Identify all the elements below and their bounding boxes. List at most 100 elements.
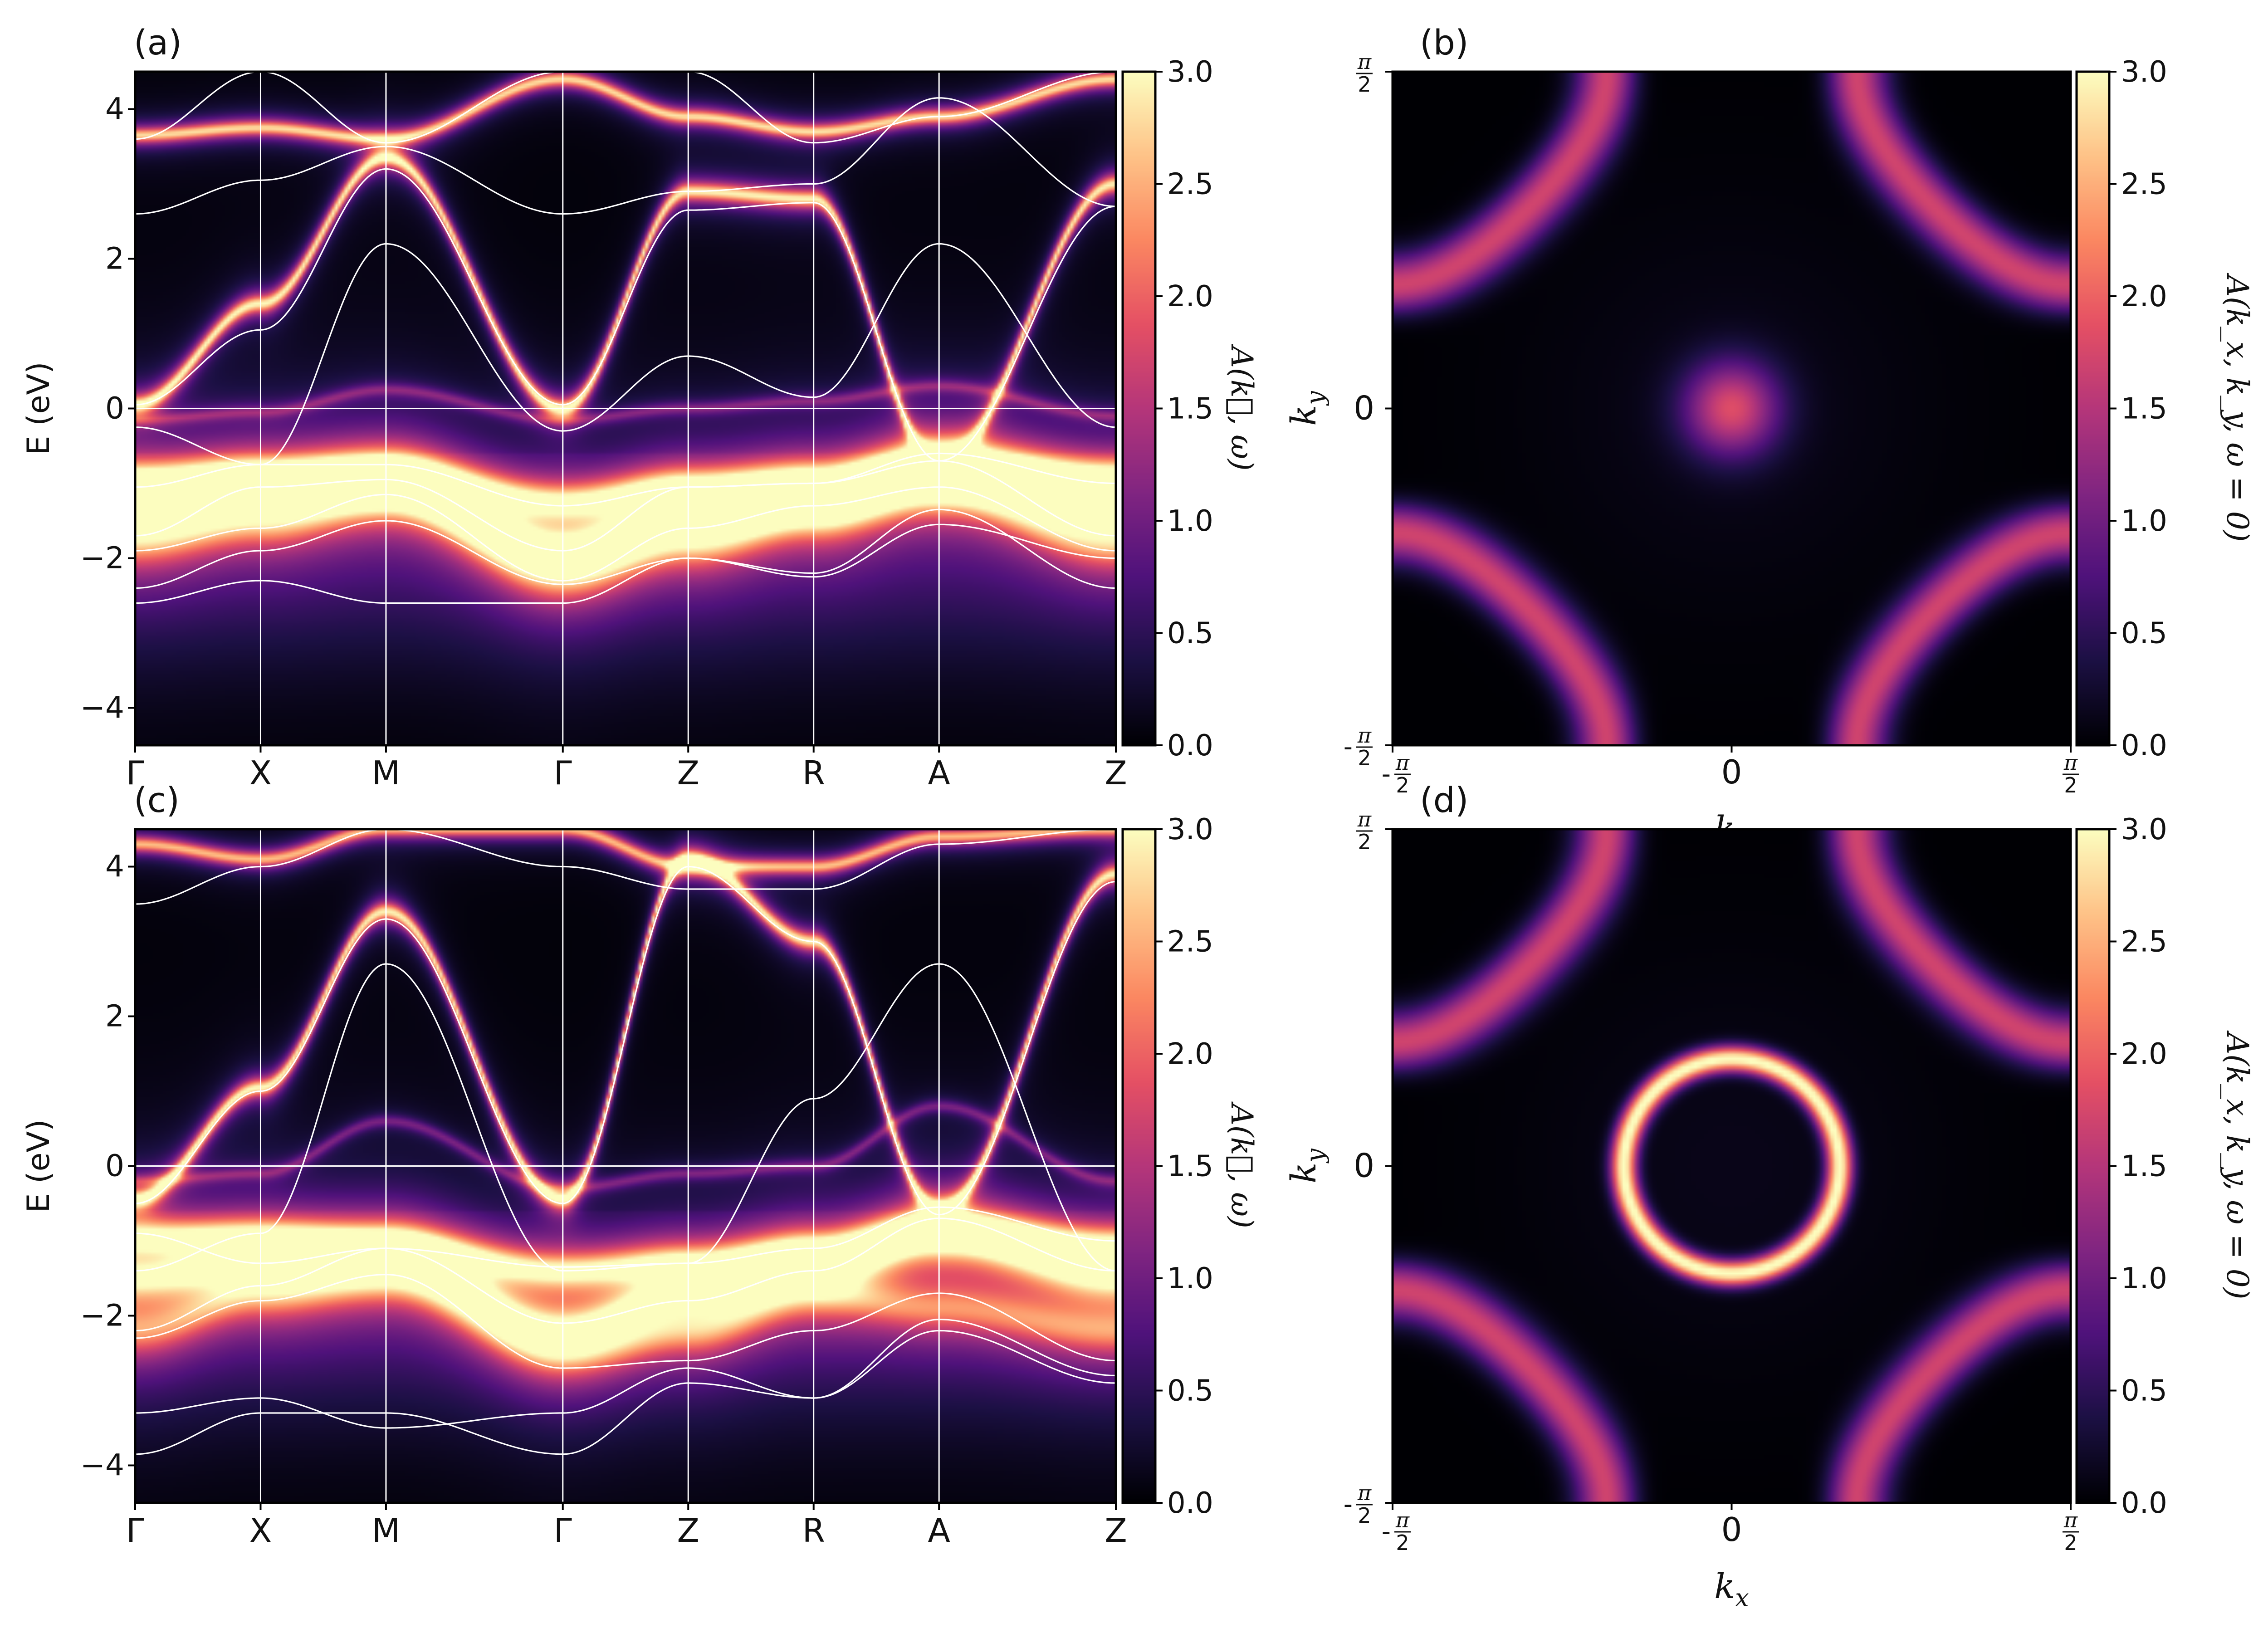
colorbar-tick-label: 2.5 <box>2121 168 2167 201</box>
k-point-label: A <box>928 1511 950 1550</box>
pi-tick-label: π2 <box>2063 750 2079 797</box>
colorbar-gradient <box>2077 829 2109 1503</box>
dft-band-line <box>135 963 1116 1272</box>
colorbar-tick-label: 0.5 <box>2121 617 2167 650</box>
colorbar-tick-label: 2.5 <box>1167 925 1213 959</box>
svg-text:0: 0 <box>1721 1511 1742 1549</box>
dft-band-line <box>135 168 1116 462</box>
y-tick-label: −4 <box>80 1448 124 1483</box>
k-point-label: A <box>928 754 950 792</box>
axis-label: ky <box>1283 1148 1330 1183</box>
dft-band-line <box>135 1319 1116 1429</box>
colorbar-label: A(k⃗, ω) <box>1224 343 1259 471</box>
k-point-label: X <box>249 754 272 792</box>
k-point-label: Γ <box>554 754 572 792</box>
colorbar-tick-label: 2.5 <box>2121 925 2167 959</box>
colorbar-tick-label: 3.0 <box>2121 813 2167 846</box>
k-point-label: Γ <box>126 1511 144 1550</box>
svg-text:2: 2 <box>1396 773 1409 797</box>
colorbar-tick-label: 0.0 <box>1167 1486 1213 1520</box>
dft-band-line <box>135 72 1116 144</box>
colorbar-gradient <box>1123 829 1155 1503</box>
pi-tick-label: - π2 <box>1344 1481 1373 1528</box>
pi-tick-label: - π2 <box>1382 750 1411 797</box>
k-point-label: R <box>802 1511 825 1550</box>
colorbar-tick-label: 2.0 <box>1167 1037 1213 1071</box>
pi-tick-label: 0 <box>1721 1511 1742 1549</box>
colorbar-tick-label: 0.0 <box>2121 729 2167 763</box>
fermi-surface-panel-b: -π20π2-π20π2kxky(b)0.00.51.01.52.02.53.0… <box>1283 22 2255 855</box>
svg-text:-: - <box>1344 732 1353 762</box>
y-tick-label: 2 <box>105 999 124 1034</box>
dft-band-line <box>135 1274 1116 1369</box>
colorbar-tick-label: 2.0 <box>2121 280 2167 313</box>
svg-text:2: 2 <box>1358 1503 1371 1528</box>
colorbar-tick-label: 2.0 <box>1167 280 1213 313</box>
y-axis-label: E (eV) <box>21 1120 57 1213</box>
pi-tick-label: 0 <box>1721 753 1742 791</box>
y-tick-label: −2 <box>80 1298 124 1333</box>
colorbar-label: A(k⃗, ω) <box>1224 1101 1259 1228</box>
dft-band-line <box>135 243 1116 465</box>
panel-label: (b) <box>1420 22 1469 63</box>
axis-label: kx <box>1714 1566 1749 1612</box>
colorbar-tick-label: 1.5 <box>2121 392 2167 426</box>
k-point-label: M <box>372 1511 400 1550</box>
svg-text:2: 2 <box>1358 72 1371 97</box>
colorbar-tick-label: 2.5 <box>1167 168 1213 201</box>
colorbar-tick-label: 1.0 <box>1167 1262 1213 1296</box>
k-point-label: M <box>372 754 400 792</box>
dft-band-line <box>135 452 1116 507</box>
colorbar-tick-label: 0.5 <box>2121 1374 2167 1408</box>
k-point-label: R <box>802 754 825 792</box>
dft-band-line <box>135 829 1116 905</box>
pi-tick-label: π2 <box>1356 49 1373 97</box>
colorbar-tick-label: 1.5 <box>1167 1150 1213 1183</box>
colorbar-tick-label: 0.0 <box>2121 1486 2167 1520</box>
colorbar-tick-label: 0.5 <box>1167 617 1213 650</box>
colorbar-tick-label: 3.0 <box>1167 813 1213 846</box>
dft-band-line <box>135 460 1116 552</box>
svg-text:2: 2 <box>2064 773 2077 797</box>
svg-text:2: 2 <box>1358 830 1371 854</box>
panel-label: (c) <box>134 780 180 820</box>
svg-text:π: π <box>1395 750 1410 775</box>
dft-band-line <box>135 97 1116 215</box>
k-point-label: Z <box>1105 1511 1127 1550</box>
svg-text:π: π <box>2063 1508 2078 1532</box>
colorbar-tick-label: 3.0 <box>1167 55 1213 89</box>
pi-tick-label: - π2 <box>1344 723 1373 770</box>
y-tick-label: 2 <box>105 241 124 276</box>
colorbar-tick-label: 1.0 <box>2121 1262 2167 1296</box>
pi-tick-label: 0 <box>1354 389 1374 427</box>
svg-text:π: π <box>1395 1508 1410 1532</box>
k-point-label: Γ <box>554 1511 572 1550</box>
y-tick-label: −2 <box>80 541 124 576</box>
colorbar-tick-label: 1.5 <box>1167 392 1213 426</box>
colorbar-tick-label: 3.0 <box>2121 55 2167 89</box>
y-tick-label: 0 <box>105 391 124 426</box>
k-point-label: Z <box>677 1511 699 1550</box>
y-tick-label: 4 <box>105 92 124 127</box>
dft-band-line <box>135 508 1116 589</box>
colorbar-gradient <box>2077 72 2109 745</box>
k-point-label: Γ <box>126 754 144 792</box>
colorbar-label: A(k_x, k_y, ω = 0) <box>2220 1030 2255 1300</box>
pi-tick-label: π2 <box>2063 1508 2079 1555</box>
colorbar-tick-label: 1.0 <box>2121 504 2167 538</box>
dft-band-line <box>135 1206 1116 1268</box>
svg-text:0: 0 <box>1354 1147 1374 1185</box>
svg-text:π: π <box>1357 723 1372 748</box>
panel-label: (a) <box>134 22 182 63</box>
y-tick-label: −4 <box>80 690 124 725</box>
band-panel-a: −4 −2 0 2 4 Γ X M Γ Z R A Z E (eV) (a) 0.0 0.5 1.0 1.5 2.0 2… <box>21 22 1259 792</box>
dft-band-line <box>135 1217 1116 1332</box>
svg-text:π: π <box>1357 807 1372 831</box>
svg-text:2: 2 <box>2064 1530 2077 1555</box>
panel-label: (d) <box>1420 780 1469 820</box>
pi-tick-label: - π2 <box>1382 1508 1411 1555</box>
svg-text:0: 0 <box>1354 389 1374 427</box>
svg-text:0: 0 <box>1721 753 1742 791</box>
y-axis-label: E (eV) <box>21 362 57 455</box>
y-tick-label: 4 <box>105 849 124 884</box>
